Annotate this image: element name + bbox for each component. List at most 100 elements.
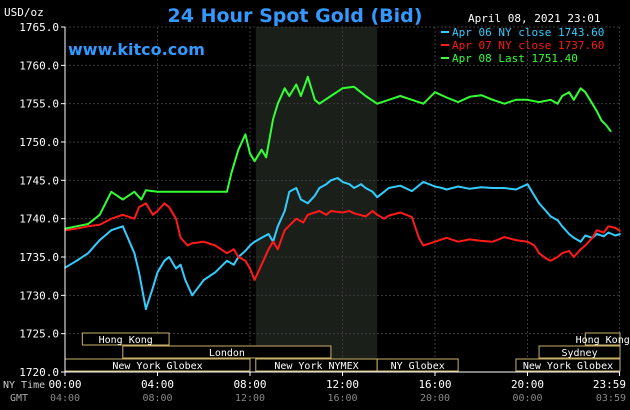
data-point bbox=[122, 198, 124, 201]
data-point bbox=[156, 271, 159, 274]
data-point bbox=[387, 187, 390, 189]
data-point bbox=[538, 101, 540, 103]
x-tick-label-gmt: 00:00 bbox=[512, 393, 542, 404]
data-point bbox=[233, 263, 235, 266]
data-point bbox=[596, 229, 598, 231]
nymex-session-highlight bbox=[255, 27, 378, 372]
data-point bbox=[503, 236, 506, 238]
data-point bbox=[191, 242, 193, 244]
data-point bbox=[596, 233, 598, 235]
data-point bbox=[330, 210, 332, 212]
session-bar bbox=[515, 358, 621, 372]
data-point bbox=[191, 191, 193, 193]
unit-label: USD/oz bbox=[4, 6, 44, 19]
website-label: www.kitco.com bbox=[68, 40, 205, 59]
data-point bbox=[276, 102, 279, 105]
y-tick-label: 1760.0 bbox=[19, 59, 59, 72]
data-point bbox=[556, 102, 559, 105]
data-point bbox=[434, 240, 436, 243]
data-point bbox=[260, 263, 263, 266]
data-point bbox=[330, 95, 332, 97]
timestamp-label: April 08, 2021 23:01 bbox=[468, 12, 600, 25]
y-tick-label: 1720.0 bbox=[19, 366, 59, 379]
x-tick-label-ny: 12:00 bbox=[326, 378, 359, 391]
data-point bbox=[526, 240, 529, 243]
data-point bbox=[122, 225, 124, 228]
data-point bbox=[145, 308, 147, 310]
data-point bbox=[288, 95, 291, 97]
data-point bbox=[98, 239, 101, 241]
data-point bbox=[87, 225, 89, 228]
data-point bbox=[503, 187, 506, 189]
data-point bbox=[295, 83, 298, 86]
y-tick-label: 1735.0 bbox=[19, 251, 59, 264]
data-point bbox=[619, 230, 621, 232]
data-point bbox=[480, 240, 483, 242]
data-point bbox=[202, 279, 205, 281]
data-point bbox=[191, 294, 193, 297]
data-point bbox=[179, 237, 182, 239]
gmt-axis-label: GMT bbox=[10, 393, 28, 404]
data-point bbox=[441, 187, 443, 189]
data-point bbox=[348, 183, 351, 185]
y-tick-label: 1725.0 bbox=[19, 328, 59, 341]
data-point bbox=[603, 235, 605, 238]
data-point bbox=[152, 214, 154, 216]
data-point bbox=[603, 231, 605, 234]
data-point bbox=[572, 237, 575, 239]
data-point bbox=[168, 191, 170, 193]
data-point bbox=[568, 233, 570, 235]
data-point bbox=[383, 217, 385, 220]
data-point bbox=[579, 240, 582, 243]
y-tick-label: 1765.0 bbox=[19, 21, 59, 34]
data-point bbox=[300, 95, 302, 97]
data-point bbox=[133, 217, 136, 220]
data-point bbox=[492, 240, 494, 243]
data-point bbox=[556, 219, 559, 221]
data-point bbox=[353, 212, 355, 215]
data-point bbox=[152, 286, 154, 289]
session-bar bbox=[538, 345, 621, 359]
data-point bbox=[98, 224, 101, 226]
data-point bbox=[156, 191, 159, 193]
data-point bbox=[138, 206, 140, 208]
data-point bbox=[175, 217, 177, 220]
session-label: NY Globex bbox=[391, 361, 445, 372]
session-bar bbox=[122, 345, 332, 359]
data-point bbox=[138, 271, 140, 274]
data-point bbox=[214, 191, 217, 193]
data-point bbox=[533, 244, 536, 247]
data-point bbox=[538, 252, 540, 254]
data-point bbox=[318, 102, 321, 105]
x-tick-label-gmt: 03:59 bbox=[596, 393, 626, 404]
data-point bbox=[307, 202, 309, 205]
data-point bbox=[445, 237, 448, 239]
data-point bbox=[307, 76, 309, 78]
y-tick-label: 1740.0 bbox=[19, 213, 59, 226]
data-point bbox=[253, 160, 256, 162]
data-point bbox=[572, 99, 575, 101]
data-point bbox=[411, 99, 413, 101]
data-point bbox=[371, 191, 374, 193]
data-point bbox=[399, 211, 402, 214]
session-label: Hong Kong bbox=[99, 335, 153, 346]
data-point bbox=[244, 250, 247, 252]
data-point bbox=[364, 215, 367, 218]
data-point bbox=[387, 214, 390, 217]
session-label: London bbox=[209, 348, 245, 359]
data-point bbox=[468, 95, 471, 98]
data-point bbox=[480, 94, 483, 97]
data-point bbox=[253, 279, 256, 281]
data-point bbox=[422, 181, 425, 183]
data-point bbox=[226, 260, 228, 262]
data-point bbox=[584, 91, 587, 93]
data-point bbox=[411, 190, 413, 192]
x-tick-label-ny: 00:00 bbox=[48, 378, 81, 391]
data-point bbox=[533, 194, 536, 197]
data-point bbox=[330, 179, 332, 182]
data-point bbox=[295, 187, 298, 189]
data-point bbox=[337, 177, 339, 179]
data-point bbox=[503, 102, 506, 105]
